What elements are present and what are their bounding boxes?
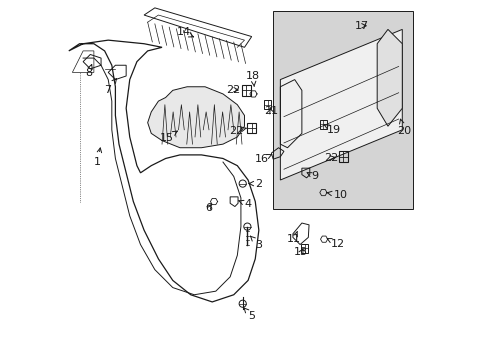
Text: 9: 9: [306, 171, 317, 181]
Text: 3: 3: [250, 236, 262, 249]
Polygon shape: [280, 30, 402, 180]
Text: 20: 20: [396, 119, 410, 135]
Text: 19: 19: [324, 125, 341, 135]
Text: 13: 13: [294, 247, 307, 257]
Text: 21: 21: [264, 106, 278, 116]
Polygon shape: [273, 12, 412, 209]
Bar: [338, 151, 347, 162]
Text: 1: 1: [94, 148, 102, 167]
Text: 10: 10: [326, 190, 347, 200]
Text: 5: 5: [243, 307, 255, 321]
Text: 18: 18: [245, 71, 260, 86]
Bar: [241, 85, 250, 96]
Bar: [319, 120, 326, 129]
Text: 16: 16: [254, 154, 271, 164]
Text: 11: 11: [286, 231, 301, 244]
Bar: [264, 100, 271, 109]
Text: 12: 12: [326, 239, 344, 249]
Text: 22: 22: [225, 85, 240, 95]
Polygon shape: [147, 87, 244, 148]
Text: 4: 4: [238, 199, 251, 210]
Bar: [301, 244, 308, 253]
Text: 22: 22: [228, 126, 245, 135]
Text: 15: 15: [160, 131, 177, 143]
Text: 8: 8: [85, 64, 92, 78]
Text: 7: 7: [104, 78, 116, 95]
Text: 2: 2: [248, 179, 262, 189]
Text: 22: 22: [324, 153, 338, 163]
Text: 14: 14: [176, 27, 193, 37]
Polygon shape: [376, 30, 402, 126]
Text: 6: 6: [205, 203, 212, 213]
Bar: [247, 123, 256, 134]
Text: 17: 17: [354, 21, 368, 31]
